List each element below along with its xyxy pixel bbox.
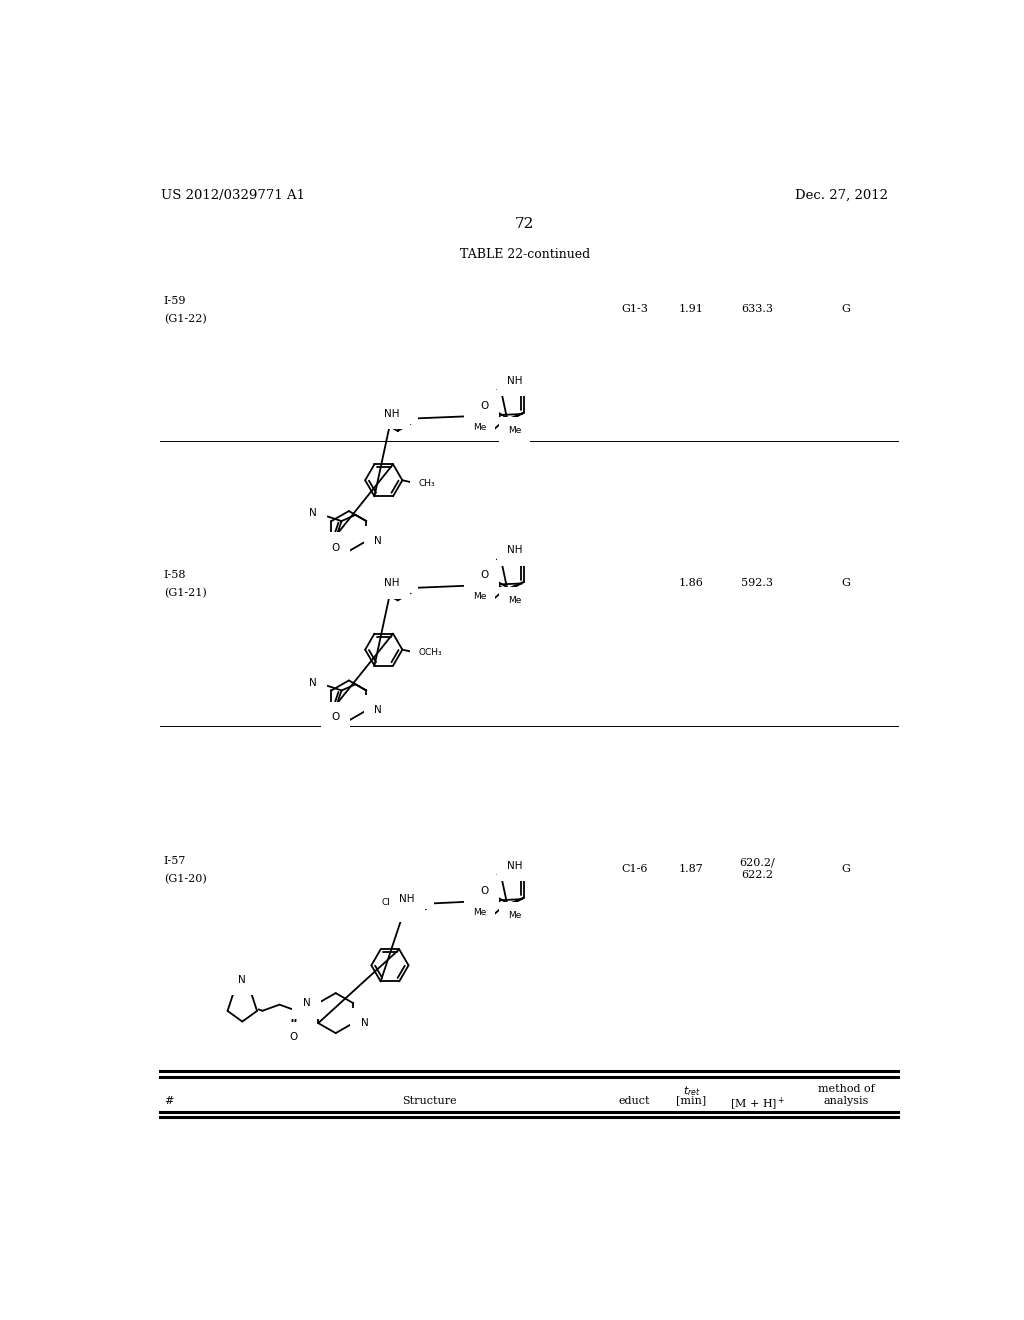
Text: O: O — [480, 401, 488, 411]
Text: N: N — [388, 404, 396, 414]
Text: G: G — [842, 578, 851, 589]
Text: NH: NH — [507, 545, 522, 556]
Text: N: N — [388, 573, 396, 583]
Text: 1.87: 1.87 — [679, 863, 703, 874]
Text: [M + H]$^+$: [M + H]$^+$ — [730, 1096, 785, 1113]
Text: CH₃: CH₃ — [419, 479, 435, 488]
Text: H: H — [416, 888, 424, 899]
Text: 592.3: 592.3 — [741, 578, 773, 589]
Text: H: H — [400, 573, 408, 582]
Text: 620.2/
622.2: 620.2/ 622.2 — [739, 857, 775, 880]
Text: (G1-21): (G1-21) — [164, 589, 207, 598]
Text: Dec. 27, 2012: Dec. 27, 2012 — [796, 189, 888, 202]
Text: N: N — [388, 399, 395, 408]
Text: educt: educt — [618, 1096, 650, 1106]
Text: N: N — [388, 568, 395, 578]
Text: NH: NH — [384, 578, 399, 589]
Text: 633.3: 633.3 — [741, 304, 773, 314]
Text: I-58: I-58 — [164, 570, 186, 579]
Text: NH: NH — [507, 861, 522, 871]
Text: Me: Me — [508, 911, 521, 920]
Text: Cl: Cl — [408, 886, 419, 896]
Text: I-59: I-59 — [164, 296, 186, 306]
Text: N: N — [399, 568, 408, 578]
Text: 1.86: 1.86 — [679, 578, 703, 589]
Text: Structure: Structure — [402, 1096, 457, 1106]
Text: G1-3: G1-3 — [621, 304, 648, 314]
Text: N: N — [303, 998, 310, 1008]
Text: O: O — [404, 902, 413, 912]
Text: N: N — [239, 974, 246, 985]
Text: Me: Me — [473, 908, 486, 917]
Text: N: N — [309, 677, 316, 688]
Text: analysis: analysis — [823, 1096, 869, 1106]
Text: (G1-20): (G1-20) — [164, 874, 207, 884]
Text: O: O — [480, 886, 488, 896]
Text: OCH₃: OCH₃ — [419, 648, 442, 657]
Text: O: O — [480, 570, 488, 579]
Text: (G1-22): (G1-22) — [164, 314, 207, 325]
Text: [min]: [min] — [676, 1096, 707, 1106]
Text: N: N — [403, 883, 411, 894]
Text: N: N — [374, 536, 382, 546]
Text: 1.91: 1.91 — [679, 304, 703, 314]
Text: O: O — [331, 543, 339, 553]
Text: NH: NH — [384, 409, 399, 418]
Text: US 2012/0329771 A1: US 2012/0329771 A1 — [162, 189, 305, 202]
Text: Br: Br — [392, 401, 403, 411]
Text: Me: Me — [508, 426, 521, 436]
Text: N: N — [416, 883, 423, 894]
Text: O: O — [290, 1032, 298, 1043]
Text: TABLE 22-continued: TABLE 22-continued — [460, 248, 590, 261]
Text: N: N — [404, 890, 412, 899]
Text: Me: Me — [473, 422, 486, 432]
Text: NH: NH — [507, 376, 522, 385]
Text: O: O — [331, 711, 339, 722]
Text: N: N — [360, 1018, 369, 1028]
Text: C1-6: C1-6 — [622, 863, 647, 874]
Text: H: H — [400, 404, 408, 413]
Text: method of: method of — [818, 1084, 874, 1094]
Text: $t_{ret}$: $t_{ret}$ — [683, 1084, 700, 1098]
Text: N: N — [309, 508, 316, 519]
Text: I-57: I-57 — [164, 855, 186, 866]
Text: N: N — [399, 399, 408, 408]
Text: Me: Me — [473, 593, 486, 602]
Text: G: G — [842, 304, 851, 314]
Text: N: N — [374, 705, 382, 715]
Text: CH₃: CH₃ — [382, 898, 398, 907]
Text: Me: Me — [508, 595, 521, 605]
Text: Cl: Cl — [392, 570, 402, 581]
Text: #: # — [164, 1096, 173, 1106]
Text: 72: 72 — [515, 218, 535, 231]
Text: NH: NH — [399, 894, 415, 904]
Text: G: G — [842, 863, 851, 874]
